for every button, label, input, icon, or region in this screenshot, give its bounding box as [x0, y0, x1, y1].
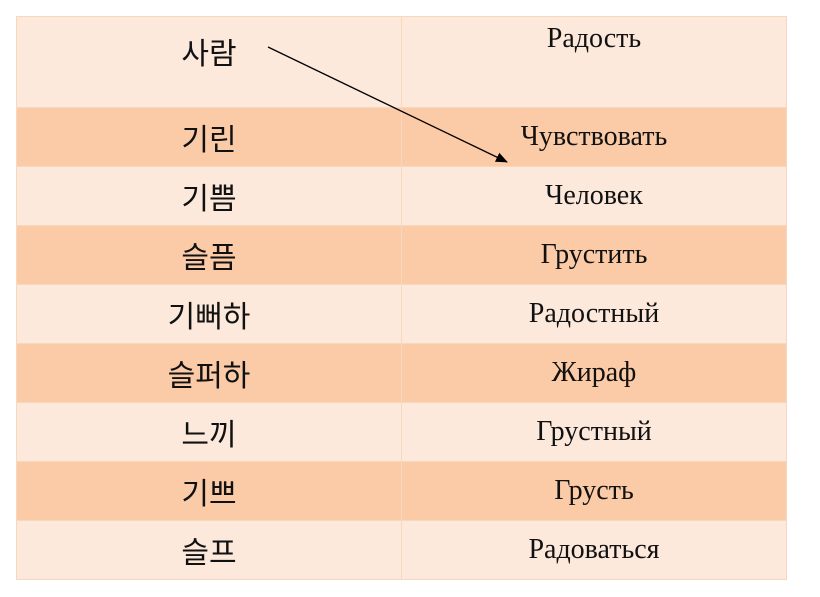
table-row: 기뻐하 Радостный	[16, 284, 787, 344]
russian-word: Жираф	[401, 343, 787, 403]
russian-word: Радоваться	[401, 520, 787, 580]
russian-word: Чувствовать	[401, 107, 787, 167]
russian-word: Грустный	[401, 402, 787, 462]
russian-word: Радость	[401, 16, 787, 108]
table-row: 슬퍼하 Жираф	[16, 343, 787, 403]
korean-word: 슬퍼하	[16, 343, 402, 403]
korean-word: 기쁨	[16, 166, 402, 226]
table-row: 사람 Радость	[16, 16, 787, 108]
table: 사람 Радость 기린 Чувствовать 기쁨 Человек 슬픔 Грустит…	[16, 16, 787, 580]
korean-word: 슬픔	[16, 225, 402, 285]
korean-word: 사람	[16, 16, 402, 108]
korean-word: 기뻐하	[16, 284, 402, 344]
russian-word: Грусть	[401, 461, 787, 521]
table-row: 슬프 Радоваться	[16, 520, 787, 580]
russian-word: Радостный	[401, 284, 787, 344]
russian-word: Человек	[401, 166, 787, 226]
table-row: 느끼 Грустный	[16, 402, 787, 462]
arrow	[267, 46, 508, 163]
table-row: 슬픔 Грустить	[16, 225, 787, 285]
korean-word: 느끼	[16, 402, 402, 462]
table-row: 기쁨 Человек	[16, 166, 787, 226]
table-body: 사람 Радость 기린 Чувствовать 기쁨 Человек 슬픔 Грустит…	[16, 16, 787, 580]
matching-table: 사람 Радость 기린 Чувствовать 기쁨 Человек 슬픔 Грустит…	[16, 16, 787, 580]
korean-word: 슬프	[16, 520, 402, 580]
russian-word: Грустить	[401, 225, 787, 285]
